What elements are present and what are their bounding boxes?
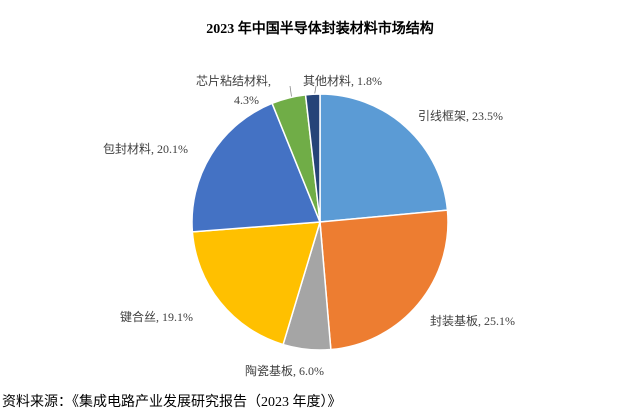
slice-label: 陶瓷基板, 6.0% (245, 363, 324, 378)
pie-slice (191, 221, 322, 346)
category-label: 芯片粘结材料, (196, 73, 271, 88)
value-label: 6.0% (299, 364, 324, 378)
value-label: 4.3% (234, 93, 259, 107)
category-label: 包封材料, (103, 142, 154, 156)
slice-label: 芯片粘结材料, 4.3% (196, 73, 271, 107)
pie-slice (319, 209, 449, 351)
category-label: 引线框架, (418, 109, 469, 123)
slice-label: 引线框架, 23.5% (418, 109, 503, 123)
slice-label: 包封材料, 20.1% (103, 142, 188, 156)
pie-slice (319, 93, 449, 223)
category-label: 其他材料, (303, 74, 354, 88)
source-note: 资料来源：《集成电路产业发展研究报告（2023 年度）》 (2, 393, 342, 410)
category-label: 键合丝, (120, 309, 159, 324)
chart-title: 2023 年中国半导体封装材料市场结构 (206, 20, 434, 37)
value-label: 25.1% (484, 314, 515, 328)
value-label: 20.1% (157, 142, 188, 156)
category-label: 陶瓷基板, (245, 363, 296, 378)
value-label: 1.8% (357, 74, 382, 88)
value-label: 19.1% (162, 310, 193, 324)
slice-label: 封装基板, 25.1% (430, 314, 515, 328)
value-label: 23.5% (472, 109, 503, 123)
pie-slice (191, 102, 322, 233)
category-label: 封装基板, (430, 314, 481, 328)
pie-slice (304, 93, 321, 223)
slice-label: 键合丝, 19.1% (120, 309, 193, 324)
slice-label: 其他材料, 1.8% (303, 74, 382, 88)
